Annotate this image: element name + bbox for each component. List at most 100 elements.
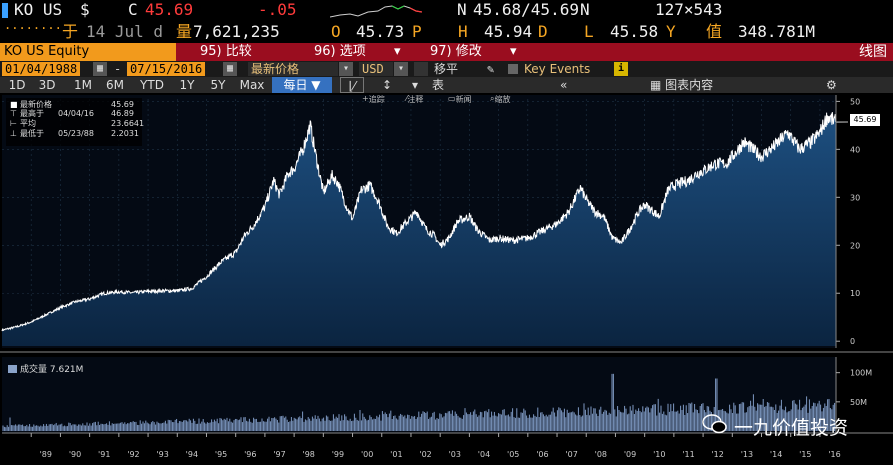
period-select[interactable]: 每日 ▼ bbox=[272, 77, 332, 93]
x-tick-label: '89 bbox=[40, 450, 52, 459]
range-ytd-button[interactable]: YTD bbox=[140, 78, 164, 92]
line-chart-icon[interactable]: ⌊⁄ bbox=[340, 77, 364, 93]
x-tick-label: '96 bbox=[244, 450, 256, 459]
low-suffix: Y bbox=[666, 22, 676, 41]
gear-icon[interactable]: ⚙ bbox=[826, 78, 837, 92]
chart-content-button[interactable]: ▦ 图表内容 bbox=[650, 78, 714, 92]
currency-select[interactable]: USD bbox=[359, 62, 393, 76]
x-tick-label: '92 bbox=[127, 450, 139, 459]
legend-avg-label: 平均 bbox=[20, 119, 36, 128]
range-1d-button[interactable]: 1D bbox=[8, 78, 26, 92]
menu-options-caret[interactable]: ▾ bbox=[394, 44, 401, 59]
close-price: 45.69 bbox=[145, 0, 194, 19]
x-tick-label: '14 bbox=[770, 450, 782, 459]
bar-chart-icon[interactable]: ↕ bbox=[381, 78, 393, 92]
x-axis: '89 '90 '91 '92 '93 '94 '95 '96 '97 '98 '99 '00 '01 '… bbox=[30, 433, 841, 459]
volume-label: 量 bbox=[176, 22, 193, 41]
menu-compare[interactable]: 95) 比较 bbox=[200, 44, 252, 59]
tool-track[interactable]: + 追踪 bbox=[362, 94, 385, 104]
currency-symbol: $ bbox=[80, 0, 90, 19]
legend-low-value: 2.2031 bbox=[111, 129, 139, 138]
quote-row-1: KO US $ C 45.69 -.05 N 45.68/45.69 N 127… bbox=[0, 0, 893, 22]
checkbox-icon[interactable] bbox=[508, 64, 518, 74]
y-tick-label: 30 bbox=[850, 193, 860, 202]
info-icon[interactable]: i bbox=[614, 62, 628, 76]
calendar-icon[interactable]: ▦ bbox=[93, 62, 107, 76]
range-1m-button[interactable]: 1M bbox=[74, 78, 92, 92]
bid-ask-suffix: N bbox=[580, 0, 590, 19]
x-tick-label: '09 bbox=[624, 450, 636, 459]
range-toolbar: 1D 3D 1M 6M YTD 1Y 5Y Max 每日 ▼ ⌊⁄ ↕ ▾ 表 … bbox=[0, 77, 893, 93]
price-line bbox=[1, 111, 837, 332]
menu-edit[interactable]: 97) 修改 bbox=[430, 44, 482, 59]
chart-canvas[interactable]: 0 10 20 30 40 50 50M 100M '89 '90 '91 '92 '93 '94 '9… bbox=[0, 93, 893, 465]
chevron-down-icon[interactable]: ▾ bbox=[339, 62, 353, 76]
key-events-label[interactable]: Key Events bbox=[524, 62, 591, 76]
quote-size: 127×543 bbox=[655, 0, 723, 19]
x-tick-label: '04 bbox=[478, 450, 490, 459]
volume-legend-value: 7.621M bbox=[49, 365, 84, 375]
collapse-icon[interactable]: « bbox=[560, 78, 568, 92]
tool-annotate[interactable]: ⁄ 注释 bbox=[406, 94, 424, 104]
x-tick-label: '03 bbox=[449, 450, 461, 459]
ticker-marker bbox=[2, 3, 8, 18]
range-3d-button[interactable]: 3D bbox=[38, 78, 56, 92]
chevron-down-icon[interactable]: ▾ bbox=[411, 78, 419, 92]
start-date-field[interactable]: 01/04/1988 bbox=[2, 62, 81, 76]
volume-swatch bbox=[8, 365, 17, 373]
bid-ask-label: N bbox=[457, 0, 467, 19]
y-tick-label: 40 bbox=[850, 145, 860, 154]
legend-high-value: 46.89 bbox=[111, 109, 134, 118]
legend-high-marker: ⊤ bbox=[10, 109, 17, 118]
tool-track-label: 追踪 bbox=[368, 95, 385, 104]
legend-high-label: 最高于 bbox=[20, 109, 44, 118]
range-max-button[interactable]: Max bbox=[239, 78, 265, 92]
value-label: 值 bbox=[706, 22, 723, 41]
tool-annotate-label: 注释 bbox=[407, 95, 424, 104]
range-5y-button[interactable]: 5Y bbox=[210, 78, 226, 92]
x-tick-label: '91 bbox=[98, 450, 110, 459]
x-tick-label: '05 bbox=[507, 450, 519, 459]
y-tick-label: 50 bbox=[850, 97, 860, 106]
chart-legend: ■ 最新价格 45.69 ⊤ 最高于 04/04/16 46.89 ⊢ 平均 2… bbox=[6, 98, 144, 146]
y-tick-label: 0 bbox=[850, 337, 855, 346]
watermark-text: 一九价值投资 bbox=[734, 417, 849, 439]
legend-low-marker: ⊥ bbox=[10, 129, 17, 138]
tool-zoom[interactable]: ⌕ 缩放 bbox=[490, 94, 511, 104]
x-tick-label: '06 bbox=[536, 450, 548, 459]
tool-news[interactable]: ▭ 新闻 bbox=[448, 94, 472, 104]
checkbox-icon[interactable] bbox=[414, 62, 428, 76]
price-type-select[interactable]: 最新价格 bbox=[248, 62, 338, 76]
table-label[interactable]: 表 bbox=[432, 78, 445, 92]
security-name[interactable]: KO US Equity bbox=[0, 43, 176, 61]
x-tick-label: '13 bbox=[741, 450, 753, 459]
quote-ticker[interactable]: KO US bbox=[14, 0, 63, 19]
intraday-sparkline bbox=[330, 5, 422, 18]
pencil-icon[interactable]: ✎ bbox=[487, 62, 495, 76]
chevron-down-icon[interactable]: ▾ bbox=[394, 62, 408, 76]
moving-average-label[interactable]: 移平 bbox=[434, 62, 459, 76]
close-label: C bbox=[128, 0, 138, 19]
line-chart-label[interactable]: 线图 bbox=[859, 44, 887, 60]
legend-last-swatch: ■ bbox=[10, 100, 18, 109]
open-price: 45.73 bbox=[356, 22, 405, 41]
bid-ask: 45.68/45.69 bbox=[473, 0, 579, 19]
quote-row-2: ........ 于 14 Jul d 量 7,621,235 O 45.73 … bbox=[0, 18, 893, 43]
volume-axis: 50M 100M bbox=[2, 357, 893, 434]
x-tick-label: '97 bbox=[273, 450, 285, 459]
price-chart[interactable]: 0 10 20 30 40 50 50M 100M '89 '90 '91 '92 '93 '94 '9… bbox=[0, 93, 893, 465]
menu-edit-caret[interactable]: ▾ bbox=[510, 44, 517, 59]
x-tick-label: '94 bbox=[186, 450, 198, 459]
x-tick-label: '16 bbox=[828, 450, 840, 459]
price-fill bbox=[2, 112, 836, 346]
low-price: 45.58 bbox=[610, 22, 659, 41]
range-1y-button[interactable]: 1Y bbox=[179, 78, 195, 92]
period-label: 每日 bbox=[283, 78, 308, 92]
range-6m-button[interactable]: 6M bbox=[106, 78, 124, 92]
price-change: -.05 bbox=[258, 0, 297, 19]
menu-options[interactable]: 96) 选项 bbox=[314, 44, 366, 59]
price-area bbox=[1, 111, 849, 346]
calendar-icon[interactable]: ▦ bbox=[223, 62, 237, 76]
end-date-field[interactable]: 07/15/2016 bbox=[127, 62, 206, 76]
x-tick-label: '15 bbox=[799, 450, 811, 459]
